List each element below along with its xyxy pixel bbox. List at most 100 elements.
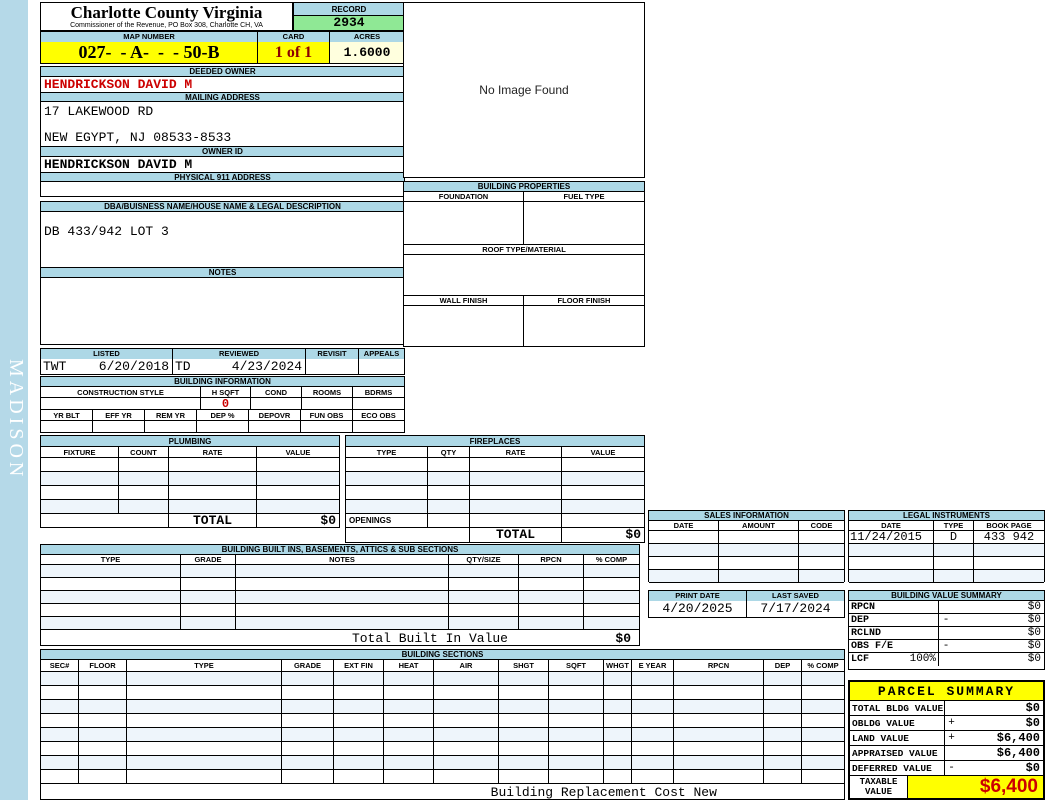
table-cell <box>449 591 519 603</box>
table-cell <box>41 421 93 433</box>
table-row <box>649 544 844 557</box>
bvs-value: $0 <box>1027 614 1041 626</box>
table-cell <box>519 591 584 603</box>
table-cell <box>119 458 169 471</box>
table-cell <box>974 570 1044 582</box>
table-cell <box>519 617 584 629</box>
table-cell <box>674 686 764 699</box>
table-row <box>346 486 644 500</box>
deeded-owner-value: HENDRICKSON DAVID M <box>41 77 404 93</box>
plumbing-total-value: $0 <box>320 514 336 528</box>
table-cell <box>584 578 639 590</box>
table-cell <box>434 770 499 783</box>
col-construction-style: CONSTRUCTION STYLE <box>41 387 201 397</box>
table-cell <box>282 686 334 699</box>
table-cell <box>584 617 639 629</box>
fireplaces-openings-row: OPENINGS <box>346 514 644 528</box>
fuel-type-value <box>524 202 644 244</box>
table-cell <box>181 591 236 603</box>
spacer-cell <box>346 528 470 542</box>
table-cell <box>41 486 119 499</box>
table-cell <box>257 486 339 499</box>
col-rpcn: RPCN <box>674 660 764 671</box>
lcf-pct: 100% <box>909 653 936 665</box>
table-row <box>41 700 844 714</box>
table-cell <box>41 742 79 755</box>
table-cell <box>799 570 844 582</box>
table-row <box>41 458 339 472</box>
cond-value <box>251 398 302 409</box>
col-sale-amount: AMOUNT <box>719 521 799 530</box>
table-cell <box>549 770 604 783</box>
table-cell <box>604 714 632 727</box>
commissioner-line: Commissioner of the Revenue, PO Box 308,… <box>70 22 263 29</box>
title-box: Charlotte County Virginia Commissioner o… <box>40 2 293 31</box>
table-cell <box>127 756 282 769</box>
table-cell <box>434 756 499 769</box>
reviewed-cell: TD 4/23/2024 <box>173 359 306 374</box>
table-cell <box>257 472 339 485</box>
table-cell <box>346 486 428 499</box>
ps-value: $0 <box>1025 716 1040 730</box>
table-cell <box>434 686 499 699</box>
table-row <box>649 557 844 570</box>
table-cell <box>181 617 236 629</box>
table-cell <box>632 770 674 783</box>
table-cell <box>604 742 632 755</box>
table-cell <box>632 700 674 713</box>
table-cell <box>674 700 764 713</box>
reviewed-date: 4/23/2024 <box>231 359 302 374</box>
table-row <box>41 472 339 486</box>
openings-qty <box>428 514 470 527</box>
table-cell <box>549 700 604 713</box>
table-cell <box>764 728 802 741</box>
taxable-label-line1: TAXABLE <box>859 777 898 787</box>
col-li-date: DATE <box>849 521 934 530</box>
table-cell <box>499 728 549 741</box>
table-cell <box>119 486 169 499</box>
bvs-op <box>939 601 953 613</box>
notes-cell <box>41 278 404 356</box>
table-cell <box>974 557 1044 569</box>
acres-label: ACRES <box>330 32 404 42</box>
col-rem-yr: REM YR <box>145 410 197 420</box>
col-count: COUNT <box>119 447 169 457</box>
ps-value: $0 <box>1025 701 1040 715</box>
building-sections-table: BUILDING SECTIONS SEC# FLOOR TYPE GRADE … <box>40 649 845 800</box>
table-cell <box>334 672 384 685</box>
table-cell <box>499 714 549 727</box>
table-cell <box>41 756 79 769</box>
table-cell <box>41 770 79 783</box>
appeals-cell <box>359 359 404 374</box>
table-cell <box>282 714 334 727</box>
last-saved-label: LAST SAVED <box>747 591 844 601</box>
ps-row-land: LAND VALUE + $6,400 <box>850 731 1043 746</box>
table-cell <box>499 742 549 755</box>
table-cell <box>434 700 499 713</box>
listed-cell: TWT 6/20/2018 <box>41 359 173 374</box>
col-floor: FLOOR <box>79 660 127 671</box>
table-cell <box>236 591 449 603</box>
owner-id-value: HENDRICKSON DAVID M <box>41 157 404 173</box>
table-row <box>41 500 339 514</box>
ps-row-appraised: APPRAISED VALUE $6,400 <box>850 746 1043 761</box>
col-rate: RATE <box>169 447 257 457</box>
table-row <box>849 570 1044 583</box>
ps-op: + <box>948 717 955 729</box>
table-row <box>41 686 844 700</box>
col-li-book-page: BOOK PAGE <box>986 521 1032 530</box>
floor-finish-value <box>524 306 644 346</box>
col-whgt: WHGT <box>604 660 632 671</box>
table-cell <box>632 686 674 699</box>
bvs-op <box>939 653 953 666</box>
building-information-title: BUILDING INFORMATION <box>41 377 404 387</box>
bvs-row-dep: DEP - $0 <box>849 614 1044 627</box>
print-date-label: PRINT DATE <box>649 591 747 601</box>
table-cell <box>674 714 764 727</box>
building-properties: BUILDING PROPERTIES FOUNDATION FUEL TYPE… <box>403 181 645 347</box>
table-cell <box>549 728 604 741</box>
table-cell <box>802 714 844 727</box>
physical-911-label: PHYSICAL 911 ADDRESS <box>41 173 404 182</box>
table-cell <box>428 472 470 485</box>
ps-row-obldg: OBLDG VALUE + $0 <box>850 716 1043 731</box>
